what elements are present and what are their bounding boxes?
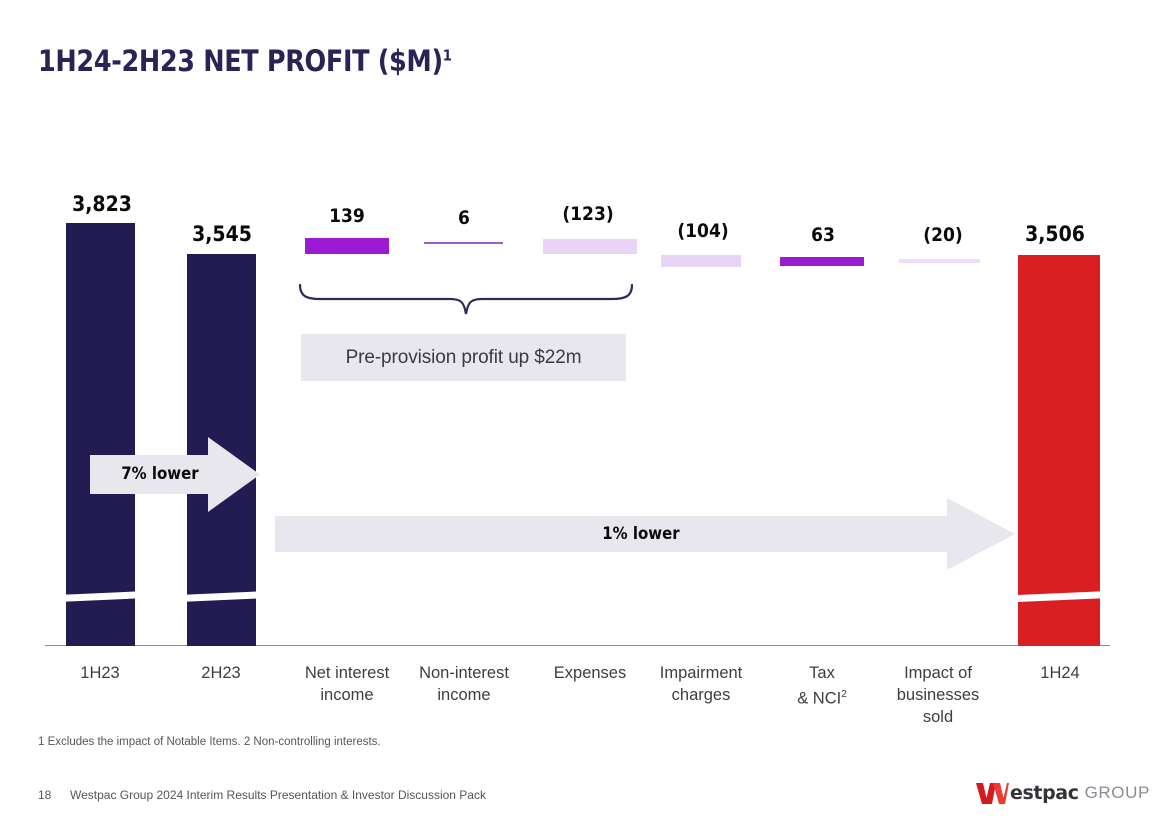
footnote: 1 Excludes the impact of Notable Items. … [38,736,381,748]
westpac-logo-wordmark: estpac [1010,782,1079,804]
cat-label-line3: sold [922,708,954,726]
bar-tax-nci[interactable] [780,257,864,266]
bar-1h23[interactable] [66,223,135,646]
arrow-1-percent-lower-label: 1% lower [602,524,680,544]
cat-label-1h23: 1H23 [50,662,150,684]
arrow-7-percent-lower-label: 7% lower [121,464,199,484]
cat-label-tax-nci: Tax & NCI2 [762,662,882,710]
pre-provision-brace [298,283,634,333]
bar-impact-businesses-sold[interactable] [899,259,980,263]
cat-label-net-interest-income: Net interest income [287,662,407,706]
bar-value-net-interest-income: 139 [329,205,365,227]
cat-label-line2: businesses [896,686,980,704]
axis-break-slash [1018,590,1100,603]
cat-label-line1: Impairment [659,664,743,682]
cat-label-2h23: 2H23 [171,662,271,684]
axis-break-slash [187,590,256,603]
bar-value-expenses: (123) [562,203,614,225]
cat-label-line1: Non-interest [419,664,509,682]
pre-provision-annotation-label: Pre-provision profit up $22m [345,346,582,368]
bar-net-interest-income[interactable] [305,238,389,254]
page-title-text: 1H24-2H23 NET PROFIT ($M) [38,44,443,78]
bar-value-1h23: 3,823 [72,192,132,216]
bar-impairment-charges[interactable] [661,255,741,267]
cat-label-line1: 1H24 [1040,664,1080,682]
bar-non-interest-income[interactable] [424,242,503,244]
bar-value-impact-businesses-sold: (20) [923,224,963,246]
cat-label-line1: 2H23 [201,664,241,682]
cat-label-line2: income [320,686,374,704]
cat-label-line1: Expenses [553,664,627,682]
cat-label-line1: Net interest [304,664,390,682]
bar-1h24[interactable] [1018,255,1100,646]
arrow-7-percent-lower: 7% lower [90,437,260,512]
x-axis-line [45,645,1110,646]
cat-label-expenses: Expenses [530,662,650,684]
bar-value-tax-nci: 63 [811,224,835,246]
bar-value-2h23: 3,545 [192,222,252,246]
cat-label-line2: income [437,686,491,704]
cat-label-1h24: 1H24 [1000,662,1120,684]
cat-label-line1: 1H23 [80,664,120,682]
arrow-1-percent-lower: 1% lower [275,498,1015,570]
cat-label-line2-text: & NCI [797,689,842,708]
pre-provision-annotation-box: Pre-provision profit up $22m [301,334,626,381]
cat-label-line1: Impact of [904,664,972,682]
page-title: 1H24-2H23 NET PROFIT ($M)1 [38,44,452,78]
cat-label-impact-businesses-sold: Impact of businesses sold [878,662,998,728]
footer-page-number: 18 [38,788,52,802]
westpac-logo: estpac GROUP [976,781,1150,805]
cat-label-non-interest-income: Non-interest income [404,662,524,706]
cat-label-line2: charges [671,686,731,704]
page-title-superscript: 1 [442,46,452,65]
cat-label-line2: & NCI2 [762,684,882,710]
cat-label-superscript: 2 [841,689,847,700]
westpac-w-icon [976,782,1009,804]
bar-value-non-interest-income: 6 [458,207,470,229]
bar-value-1h24: 3,506 [1025,222,1085,246]
axis-break-slash [66,590,135,603]
bar-expenses[interactable] [543,239,637,254]
bar-value-impairment-charges: (104) [677,220,729,242]
footer-deck-title: Westpac Group 2024 Interim Results Prese… [70,788,486,802]
cat-label-impairment-charges: Impairment charges [641,662,761,706]
westpac-logo-group: GROUP [1084,783,1150,802]
cat-label-line1: Tax [809,664,835,682]
